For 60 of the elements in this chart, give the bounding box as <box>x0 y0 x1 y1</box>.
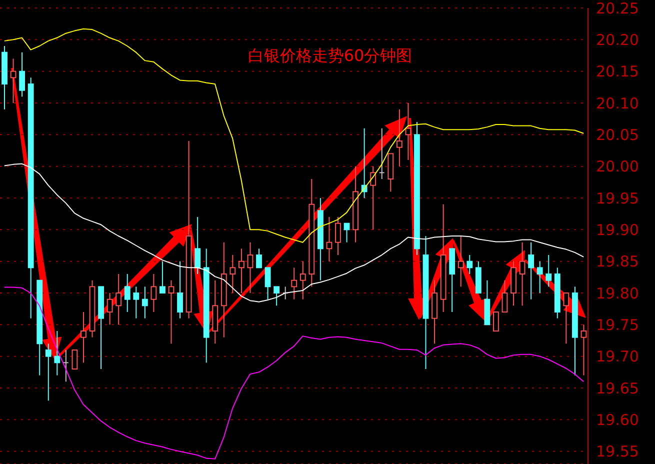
y-tick-label: 19.90 <box>596 220 639 239</box>
candlestick <box>238 248 244 294</box>
candlestick <box>124 274 130 312</box>
candlestick <box>326 216 332 262</box>
candlestick <box>344 222 350 243</box>
candlestick <box>168 280 174 344</box>
y-tick-label: 19.55 <box>596 442 639 461</box>
candlestick <box>150 274 157 312</box>
candlestick <box>230 254 236 294</box>
candlestick <box>519 242 526 306</box>
y-tick-label: 19.85 <box>596 252 639 271</box>
candlestick <box>580 324 587 376</box>
candlestick <box>133 286 140 319</box>
y-tick-label: 19.65 <box>596 379 639 398</box>
line-series <box>4 28 584 243</box>
candlestick <box>72 350 78 370</box>
y-tick-label: 20.15 <box>596 62 639 81</box>
candlestick <box>62 350 69 382</box>
candlestick <box>466 254 473 274</box>
y-tick-label: 19.60 <box>596 410 639 429</box>
candlestick <box>493 312 499 332</box>
candlestick <box>370 166 376 230</box>
line-series <box>4 163 584 302</box>
candlestick <box>80 312 86 364</box>
candlestick <box>378 128 385 180</box>
candlestick <box>256 248 262 268</box>
candlestick <box>536 260 543 294</box>
candlestick <box>19 52 25 98</box>
y-tick-label: 20.10 <box>596 94 639 112</box>
y-tick-label: 20.25 <box>596 0 639 18</box>
y-tick-label: 19.70 <box>596 348 639 366</box>
text: 白银价格走势60分钟图 <box>246 46 414 67</box>
y-tick-label: 20.20 <box>596 30 639 49</box>
candlestick <box>45 343 52 402</box>
line-series <box>4 286 584 460</box>
candlestick <box>264 267 271 300</box>
candlestick <box>116 274 122 326</box>
candlestick <box>546 254 552 288</box>
candlestick <box>563 292 570 344</box>
candlestick <box>177 260 183 319</box>
candlestick <box>160 260 166 294</box>
candlestick <box>502 280 508 312</box>
candlestick <box>396 108 402 167</box>
y-tick-label: 19.80 <box>596 284 639 302</box>
candlestick <box>528 242 534 300</box>
candlestick <box>458 236 464 288</box>
candlestick <box>335 216 341 256</box>
candlestick <box>274 286 280 306</box>
y-tick-label: 19.95 <box>596 189 639 208</box>
candlestick <box>300 260 306 300</box>
y-tick-label: 19.75 <box>596 316 639 334</box>
candlestick <box>247 242 254 294</box>
candlestick <box>194 216 201 274</box>
candlestick <box>10 58 16 104</box>
candlestick <box>54 330 60 376</box>
y-tick-label: 20.05 <box>596 126 639 144</box>
y-tick-label: 20.00 <box>596 158 639 176</box>
candlestick <box>142 286 148 319</box>
candlestick <box>106 292 113 326</box>
candlestick <box>291 267 298 300</box>
